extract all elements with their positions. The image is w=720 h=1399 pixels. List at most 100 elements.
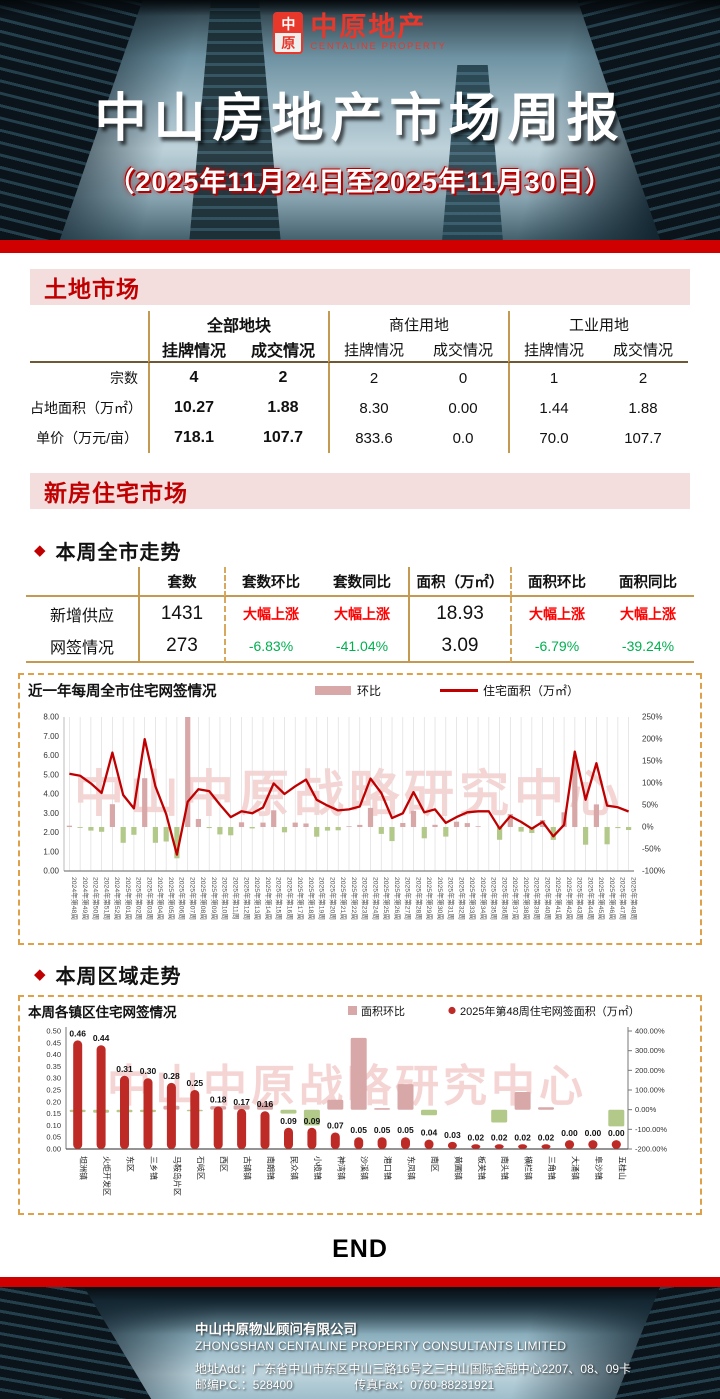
svg-text:2025年第25周: 2025年第25周 [382,877,391,920]
svg-text:2025年第39周: 2025年第39周 [533,877,542,920]
svg-text:西区: 西区 [219,1156,228,1172]
svg-text:2024年第51周: 2024年第51周 [102,877,111,920]
brand-text: 中原地产 CENTALINE PROPERTY [310,13,446,53]
section-land-market: 土地市场 [30,269,690,305]
svg-text:2025年第29周: 2025年第29周 [425,877,434,920]
svg-text:2025年第40周: 2025年第40周 [543,877,552,920]
svg-text:0.30: 0.30 [46,1074,61,1083]
section-new-house: 新房住宅市场 [30,473,690,509]
svg-text:2025年第35周: 2025年第35周 [490,877,499,920]
svg-text:8.00: 8.00 [43,713,59,722]
svg-text:2025年第18周: 2025年第18周 [307,877,316,920]
svg-text:100%: 100% [642,779,662,788]
svg-text:2025年第38周: 2025年第38周 [522,877,531,920]
svg-text:200.00%: 200.00% [635,1066,665,1075]
svg-text:2024年第50周: 2024年第50周 [92,877,101,920]
svg-text:0.04: 0.04 [421,1128,438,1138]
svg-text:2025年第36周: 2025年第36周 [500,877,509,920]
row-label: 占地面积（万㎡） [30,400,142,416]
svg-text:0.18: 0.18 [210,1095,227,1105]
report-date-range: （2025年11月24日至2025年11月30日） [107,167,613,197]
cell-value: 10.27 [148,393,238,423]
svg-text:面积环比: 面积环比 [361,1005,405,1018]
svg-text:2025年第03周: 2025年第03周 [146,877,155,920]
svg-text:2025年第32周: 2025年第32周 [457,877,466,920]
svg-text:50%: 50% [642,801,658,810]
svg-text:沙溪镇: 沙溪镇 [360,1156,370,1180]
svg-text:2024年第52周: 2024年第52周 [113,877,122,920]
postal-fax-line: 邮编P.C.：528400 传真Fax：0760-88231921 [195,1377,631,1393]
svg-text:0.00: 0.00 [46,1145,61,1154]
svg-text:0.02: 0.02 [514,1132,531,1142]
svg-text:大涌镇: 大涌镇 [571,1156,581,1180]
sub-header: 成交情况 [238,337,328,363]
cell-value: 70.0 [508,423,598,453]
svg-text:-50%: -50% [642,845,661,854]
svg-text:2025年第08周: 2025年第08周 [199,877,208,920]
svg-text:0.02: 0.02 [491,1132,508,1142]
trend-cell: 大幅上涨 [334,605,390,622]
sub-header: 成交情况 [418,337,508,363]
svg-text:0.28: 0.28 [163,1071,180,1081]
svg-text:-200.00%: -200.00% [635,1145,667,1154]
svg-text:东凤镇: 东凤镇 [407,1156,417,1180]
section-title: 土地市场 [44,276,140,302]
svg-text:民众镇: 民众镇 [290,1156,300,1180]
sub-header: 挂牌情况 [148,337,238,363]
fax-number: 传真Fax：0760-88231921 [354,1378,495,1392]
svg-text:0%: 0% [642,823,654,832]
svg-text:2025年第15周: 2025年第15周 [275,877,284,920]
svg-text:2.00: 2.00 [43,828,59,837]
svg-text:东区: 东区 [126,1156,136,1172]
svg-text:本周各镇区住宅网签情况: 本周各镇区住宅网签情况 [28,1004,177,1020]
footer-contact-block: 中山中原物业顾问有限公司 ZHONGSHAN CENTALINE PROPERT… [195,1321,631,1393]
svg-text:0.16: 0.16 [257,1099,274,1109]
svg-text:2025年第21周: 2025年第21周 [339,877,348,920]
svg-text:0.25: 0.25 [46,1086,61,1095]
svg-text:0.09: 0.09 [304,1116,321,1126]
weekly-trend-table: 套数 套数环比 套数同比 面积（万㎡） 面积环比 面积同比 新增供应 1431 大幅上涨 大幅上涨… [26,567,720,663]
cell-value: 718.1 [148,423,238,453]
svg-text:南头镇: 南头镇 [500,1156,510,1180]
centaline-logo: 中 原 中原地产 CENTALINE PROPERTY [0,12,720,54]
trend-cell: 273 [138,630,224,663]
svg-text:1.00: 1.00 [43,847,59,856]
red-divider-top [0,240,720,253]
cell-value: 2 [638,369,648,387]
svg-text:环比: 环比 [357,684,381,698]
svg-text:坦洲镇: 坦洲镇 [79,1156,89,1180]
company-name-en: ZHONGSHAN CENTALINE PROPERTY CONSULTANTS… [195,1339,567,1353]
cell-value: 0.0 [452,429,474,447]
cell-value: 1 [508,363,598,393]
report-body: 土地市场 全部地块 商住用地 工业用地 挂牌情况 成交情况 挂牌情况 成交情况 挂牌情况 成交情… [0,253,720,1277]
svg-text:2025年第26周: 2025年第26周 [393,877,402,920]
row-label: 宗数 [110,370,138,386]
svg-text:0.00: 0.00 [608,1128,625,1138]
svg-text:0.02: 0.02 [538,1132,555,1142]
heading-weekly-trend: ◆ 本周全市走势 [34,537,720,564]
header-top-shade [0,0,720,16]
svg-text:0.31: 0.31 [116,1064,133,1074]
svg-text:0.09: 0.09 [280,1116,297,1126]
svg-text:2025年第42周: 2025年第42周 [565,877,574,920]
trend-row-label: 网签情况 [26,630,138,663]
svg-text:0.00: 0.00 [43,867,59,876]
svg-text:2025年第01周: 2025年第01周 [124,877,133,920]
svg-text:0.30: 0.30 [140,1066,157,1076]
cell-value: 107.7 [624,429,662,447]
seal-bottom-char: 原 [275,33,302,52]
svg-text:400.00%: 400.00% [635,1027,665,1036]
svg-text:0.03: 0.03 [444,1130,461,1140]
weekly-chart-panel: 中山中原战略研究中心 近一年每周全市住宅网签情况 环比 住宅面积（万㎡） 0.00 1.0… [18,673,702,945]
svg-text:-100.00%: -100.00% [635,1125,667,1134]
svg-text:2025年第44周: 2025年第44周 [586,877,595,920]
section-title: 新房住宅市场 [44,480,188,506]
red-divider-bottom [0,1277,720,1287]
svg-text:2025年第43周: 2025年第43周 [576,877,585,920]
cell-value: 1.44 [508,393,598,423]
svg-text:2025年第17周: 2025年第17周 [296,877,305,920]
svg-text:4.00: 4.00 [43,790,59,799]
svg-text:0.35: 0.35 [46,1062,61,1071]
svg-text:0.05: 0.05 [374,1125,391,1135]
